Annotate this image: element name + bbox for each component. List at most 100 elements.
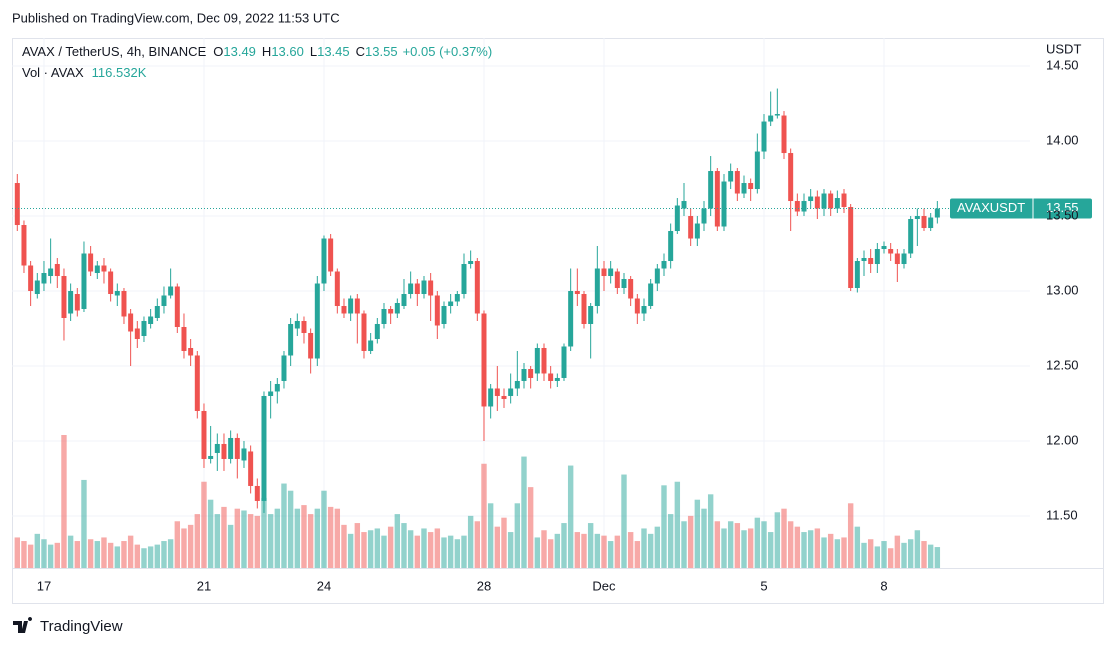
candle-body	[668, 231, 674, 262]
brand: TradingView	[40, 618, 123, 635]
candle-body	[461, 264, 467, 295]
volume-bar	[854, 526, 861, 568]
volume-bar	[627, 532, 634, 568]
volume-bar	[361, 532, 367, 568]
published-note: Published on TradingView.com, Dec 09, 20…	[12, 10, 340, 25]
candle-body	[208, 455, 214, 459]
volume-bar	[107, 542, 114, 568]
candle-body	[641, 305, 647, 314]
candle-body	[114, 291, 120, 296]
volume-bar	[127, 535, 134, 568]
candle-body	[621, 279, 627, 289]
candle-body	[241, 448, 247, 461]
candle-body	[148, 316, 154, 324]
candle-body	[801, 201, 807, 212]
volume-bar	[847, 503, 854, 568]
volume-bar	[621, 474, 627, 568]
candle-body	[134, 328, 140, 339]
volume-bar	[681, 521, 687, 568]
candle-body	[674, 205, 680, 232]
volume-bar	[167, 539, 174, 568]
candle-body	[708, 171, 714, 209]
volume-bar	[867, 539, 874, 568]
candle-body	[288, 323, 294, 356]
candle-body	[261, 395, 267, 501]
candle-body	[154, 305, 160, 318]
volume-title: Vol · AVAX	[22, 65, 84, 80]
candle-body	[221, 443, 227, 459]
volume-legend: Vol · AVAX 116.532K	[22, 65, 147, 80]
y-tick-label: 12.00	[1046, 432, 1079, 447]
volume-bar	[787, 521, 794, 568]
volume-bar	[334, 508, 341, 568]
volume-bar	[567, 465, 574, 568]
chart-frame	[12, 38, 1104, 604]
candle-body	[88, 253, 94, 272]
candle-body	[41, 273, 47, 284]
candle-body	[914, 216, 920, 220]
candle-body	[628, 279, 634, 299]
volume-bar	[834, 539, 841, 568]
volume-bar	[267, 514, 274, 568]
candle-body	[361, 313, 367, 351]
volume-bar	[754, 517, 761, 568]
volume-bar	[494, 526, 501, 568]
candle-body	[174, 286, 180, 327]
candle-body	[868, 258, 874, 265]
candle-body	[781, 115, 787, 154]
candle-body	[888, 249, 894, 254]
volume-bar	[474, 521, 481, 568]
price-change: +0.05 (+0.37%)	[403, 44, 493, 59]
volume-bar	[874, 546, 881, 568]
volume-bar	[14, 537, 20, 568]
volume-bar	[507, 532, 514, 568]
candle-body	[14, 183, 20, 226]
volume-bar	[521, 456, 527, 568]
volume-bar	[747, 528, 754, 568]
candle-body	[908, 219, 914, 254]
volume-bar	[194, 514, 201, 568]
candle-body	[814, 196, 820, 209]
candle-body	[574, 291, 580, 295]
candle-body	[934, 208, 940, 218]
volume-bar	[687, 515, 694, 568]
volume-bar	[641, 528, 647, 568]
candle-body	[108, 271, 114, 295]
volume-bar	[901, 542, 907, 568]
candle-body	[281, 355, 287, 381]
volume-bar	[594, 533, 601, 568]
volume-bar	[394, 514, 401, 568]
candle-body	[514, 380, 520, 389]
ohlc-key: C	[356, 44, 365, 59]
candle-body	[268, 391, 274, 396]
volume-bar	[401, 523, 407, 568]
candle-body	[654, 268, 660, 284]
candle-body	[234, 437, 240, 459]
volume-bar	[481, 463, 487, 568]
candle-body	[341, 305, 347, 314]
candle-body	[94, 265, 100, 274]
candle-body	[48, 268, 54, 277]
candle-body	[394, 303, 400, 314]
ohlc-value: 13.60	[271, 44, 304, 59]
volume-bar	[421, 528, 427, 568]
candle-body	[254, 485, 260, 501]
volume-bar	[341, 524, 347, 568]
volume-bar	[861, 542, 867, 568]
candle-body	[128, 313, 134, 332]
volume-bar	[161, 541, 167, 568]
candle-body	[741, 183, 747, 194]
volume-bar	[427, 532, 434, 568]
candle-body	[388, 308, 394, 314]
axis-unit: USDT	[1046, 41, 1081, 56]
volume-bar	[801, 532, 807, 568]
volume-bar	[154, 544, 161, 568]
x-tick-label: 17	[37, 578, 51, 593]
price-label-symbol: AVAXUSDT	[957, 200, 1025, 215]
y-tick-label: 11.50	[1046, 507, 1078, 522]
candle-body	[121, 291, 127, 317]
volume-bar	[487, 503, 494, 568]
volume-bar	[41, 539, 47, 568]
volume-bar	[407, 530, 414, 568]
